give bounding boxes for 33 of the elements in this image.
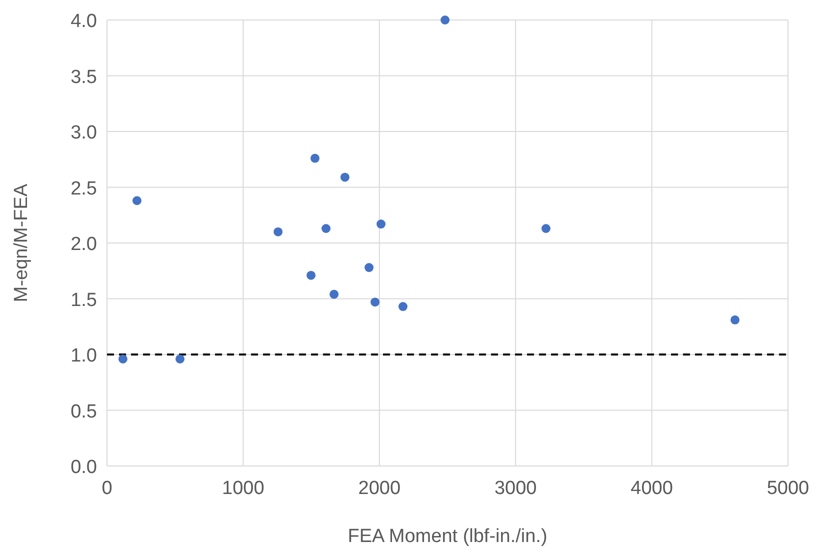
point — [398, 302, 408, 312]
point — [730, 315, 740, 324]
point — [322, 224, 331, 234]
point — [306, 270, 316, 280]
x-tick-label: 3000 — [494, 478, 537, 499]
y-tick-label: 0.0 — [70, 457, 97, 478]
x-axis-title: FEA Moment (lbf-in./in.) — [348, 526, 548, 547]
x-tick-label: 0 — [102, 478, 112, 499]
point — [132, 196, 142, 206]
point — [310, 154, 320, 163]
x-tick-label: 1000 — [222, 478, 264, 499]
point — [340, 172, 350, 182]
x-tick-label: 5000 — [766, 478, 810, 499]
y-tick-label: 4.0 — [70, 11, 97, 32]
point — [274, 227, 283, 236]
x-tick-label: 2000 — [358, 478, 401, 499]
y-tick-label: 0.5 — [70, 401, 97, 422]
point — [118, 354, 128, 364]
y-tick-label: 1.0 — [70, 346, 97, 366]
y-tick-label: 2.0 — [70, 234, 97, 255]
point — [541, 224, 550, 234]
point — [376, 220, 386, 229]
point — [330, 290, 339, 299]
y-axis-title: M-eqn/M-FEA — [11, 184, 32, 302]
y-tick-label: 3.5 — [70, 66, 97, 88]
point — [440, 16, 450, 24]
y-tick-label: 2.5 — [70, 178, 97, 200]
point — [176, 354, 185, 364]
x-tick-label: 4000 — [630, 478, 673, 499]
point — [370, 298, 380, 307]
y-tick-label: 3.0 — [70, 122, 97, 144]
point — [364, 263, 374, 272]
y-tick-label: 1.5 — [70, 290, 97, 311]
